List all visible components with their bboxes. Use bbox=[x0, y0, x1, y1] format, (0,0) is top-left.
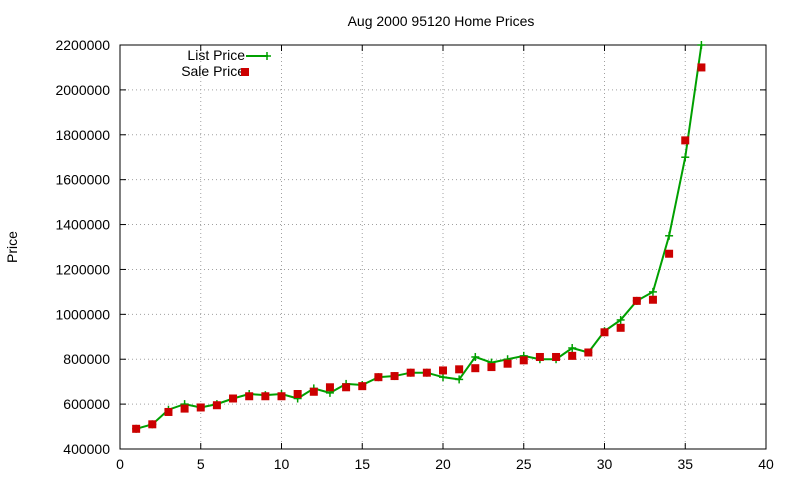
data-point bbox=[648, 287, 657, 296]
data-point bbox=[681, 136, 690, 145]
data-point bbox=[245, 392, 254, 401]
y-tick-label: 600000 bbox=[63, 396, 110, 412]
y-tick-label: 1400000 bbox=[55, 217, 110, 233]
x-tick-label: 40 bbox=[758, 456, 774, 472]
data-point bbox=[406, 368, 415, 377]
data-point bbox=[616, 315, 625, 324]
data-point bbox=[697, 63, 706, 72]
data-point bbox=[196, 403, 205, 412]
data-point bbox=[455, 375, 464, 384]
data-point bbox=[325, 383, 334, 392]
data-point bbox=[632, 296, 641, 305]
data-point bbox=[455, 365, 464, 374]
y-tick-label: 1000000 bbox=[55, 306, 110, 322]
data-point bbox=[600, 328, 609, 337]
data-point bbox=[422, 368, 431, 377]
data-point bbox=[503, 359, 512, 368]
data-point bbox=[358, 382, 367, 391]
data-point bbox=[519, 356, 528, 365]
data-point bbox=[180, 404, 189, 413]
y-tick-label: 1600000 bbox=[55, 172, 110, 188]
data-point bbox=[148, 420, 157, 429]
data-point bbox=[665, 231, 674, 240]
y-axis-label: Price bbox=[4, 231, 20, 263]
x-tick-label: 10 bbox=[274, 456, 290, 472]
data-point bbox=[342, 383, 351, 392]
x-tick-label: 20 bbox=[435, 456, 451, 472]
data-point bbox=[471, 364, 480, 373]
data-point bbox=[552, 352, 561, 361]
data-point bbox=[439, 366, 447, 375]
data-point bbox=[471, 352, 480, 361]
series bbox=[132, 41, 706, 433]
data-point bbox=[164, 407, 173, 416]
data-point bbox=[293, 390, 302, 399]
y-tick-label: 1800000 bbox=[55, 127, 110, 143]
data-point bbox=[535, 352, 544, 361]
data-point bbox=[584, 348, 593, 357]
y-tick-label: 2200000 bbox=[55, 37, 110, 53]
chart-title: Aug 2000 95120 Home Prices bbox=[348, 13, 535, 29]
x-tick-label: 25 bbox=[516, 456, 532, 472]
x-tick-label: 30 bbox=[597, 456, 613, 472]
x-tick-label: 15 bbox=[354, 456, 370, 472]
legend-label: Sale Price bbox=[181, 63, 245, 79]
data-point bbox=[697, 41, 706, 49]
data-point bbox=[277, 392, 286, 401]
data-point bbox=[390, 372, 399, 381]
data-point bbox=[261, 392, 270, 401]
y-tick-label: 800000 bbox=[63, 351, 110, 367]
legend-label: List Price bbox=[187, 47, 245, 63]
data-point bbox=[665, 249, 674, 258]
y-tick-label: 1200000 bbox=[55, 261, 110, 277]
data-point bbox=[229, 394, 238, 403]
axis-ticks: 0 5 10 15 20 25 30 35 40 400000 600000 800000 100000… bbox=[55, 37, 774, 472]
data-point bbox=[568, 344, 577, 352]
x-tick-label: 35 bbox=[677, 456, 693, 472]
legend-marker-sample bbox=[241, 68, 249, 76]
data-point bbox=[616, 323, 625, 332]
y-tick-label: 400000 bbox=[63, 441, 110, 457]
data-point bbox=[568, 351, 577, 360]
data-point bbox=[439, 373, 447, 382]
series-sale-price bbox=[132, 63, 706, 433]
x-tick-label: 0 bbox=[116, 456, 124, 472]
data-point bbox=[648, 295, 657, 304]
data-point bbox=[374, 373, 383, 382]
legend-marker-sample bbox=[263, 52, 271, 60]
y-tick-label: 2000000 bbox=[55, 82, 110, 98]
data-point bbox=[487, 363, 496, 372]
data-point bbox=[309, 387, 318, 396]
data-point bbox=[681, 153, 690, 162]
x-tick-label: 5 bbox=[197, 456, 205, 472]
data-point bbox=[132, 424, 141, 433]
data-point bbox=[212, 401, 221, 410]
